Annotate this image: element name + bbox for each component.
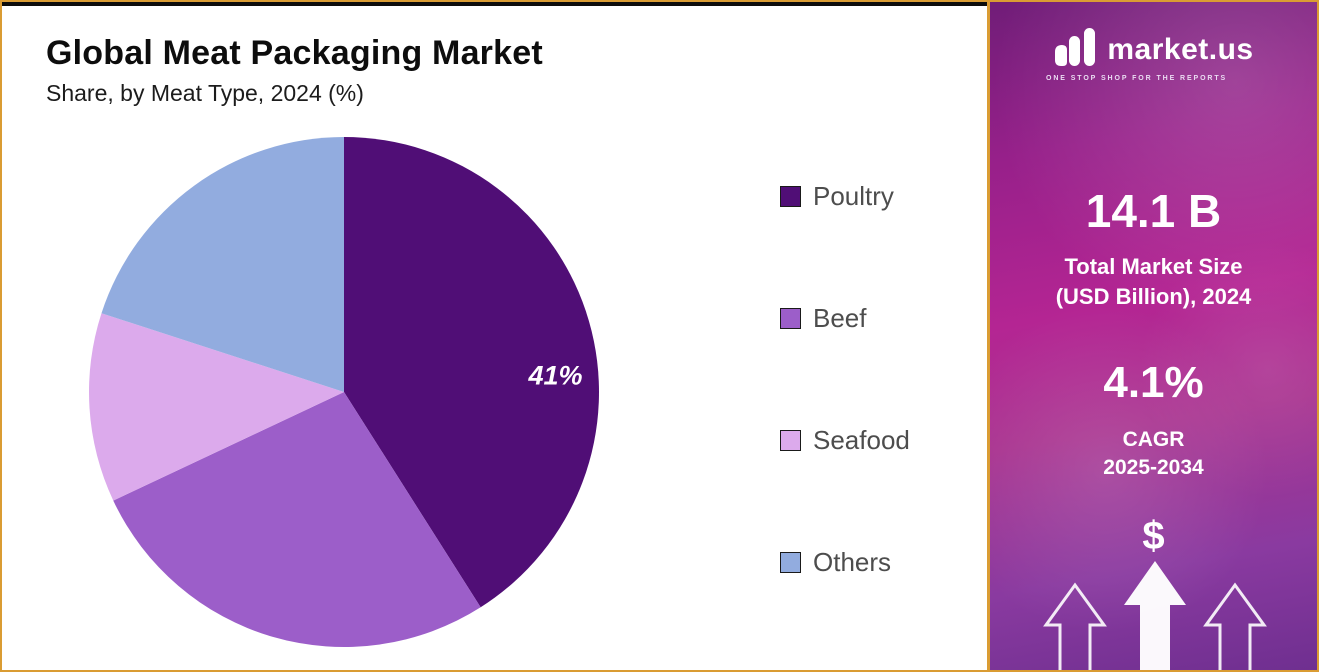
- chart-legend: Poultry Beef Seafood Others: [780, 181, 910, 670]
- growth-arrows-icon: [1043, 561, 1267, 670]
- pie-chart-container: 41%: [74, 122, 614, 662]
- market-size-label: Total Market Size (USD Billion), 2024: [990, 252, 1317, 311]
- legend-item-beef: Beef: [780, 303, 910, 333]
- chart-panel: Global Meat Packaging Market Share, by M…: [2, 2, 987, 670]
- legend-item-poultry: Poultry: [780, 181, 910, 211]
- pie-chart: 41%: [88, 137, 599, 647]
- legend-swatch-icon: [780, 307, 801, 329]
- legend-item-others: Others: [780, 547, 910, 577]
- chart-title: Global Meat Packaging Market: [46, 34, 543, 72]
- legend-swatch-icon: [780, 185, 801, 207]
- brand-tagline: ONE STOP SHOP FOR THE REPORTS: [1046, 75, 1228, 82]
- legend-label: Seafood: [813, 424, 910, 455]
- market-size-label-line1: Total Market Size: [1064, 254, 1243, 279]
- brand-name: market.us: [1107, 32, 1254, 66]
- cagr-label: CAGR 2025-2034: [990, 426, 1317, 483]
- legend-item-seafood: Seafood: [780, 425, 910, 455]
- brand-block: market.us ONE STOP SHOP FOR THE REPORTS: [990, 28, 1317, 82]
- pie-slice-beef: [113, 392, 481, 647]
- pie-slice-poultry: [344, 137, 599, 608]
- legend-swatch-icon: [780, 551, 801, 573]
- cagr-label-line2: 2025-2034: [1103, 456, 1204, 480]
- market-size-label-line2: (USD Billion), 2024: [1055, 283, 1252, 309]
- brand-sidebar: market.us ONE STOP SHOP FOR THE REPORTS …: [987, 2, 1317, 670]
- market-size-value: 14.1 B: [1085, 185, 1222, 237]
- legend-label: Poultry: [813, 180, 894, 211]
- legend-label: Others: [813, 546, 892, 577]
- cagr-value: 4.1%: [1103, 358, 1204, 407]
- pie-slice-seafood: [88, 313, 344, 501]
- legend-label: Beef: [813, 302, 867, 333]
- legend-swatch-icon: [780, 429, 801, 451]
- market-us-logo-icon: [1053, 28, 1097, 71]
- cagr-label-line1: CAGR: [1122, 428, 1185, 451]
- dollar-sign-icon: $: [1142, 514, 1165, 558]
- chart-subtitle: Share, by Meat Type, 2024 (%): [46, 80, 364, 106]
- pie-data-label: 41%: [527, 361, 582, 391]
- pie-slice-others: [101, 137, 344, 392]
